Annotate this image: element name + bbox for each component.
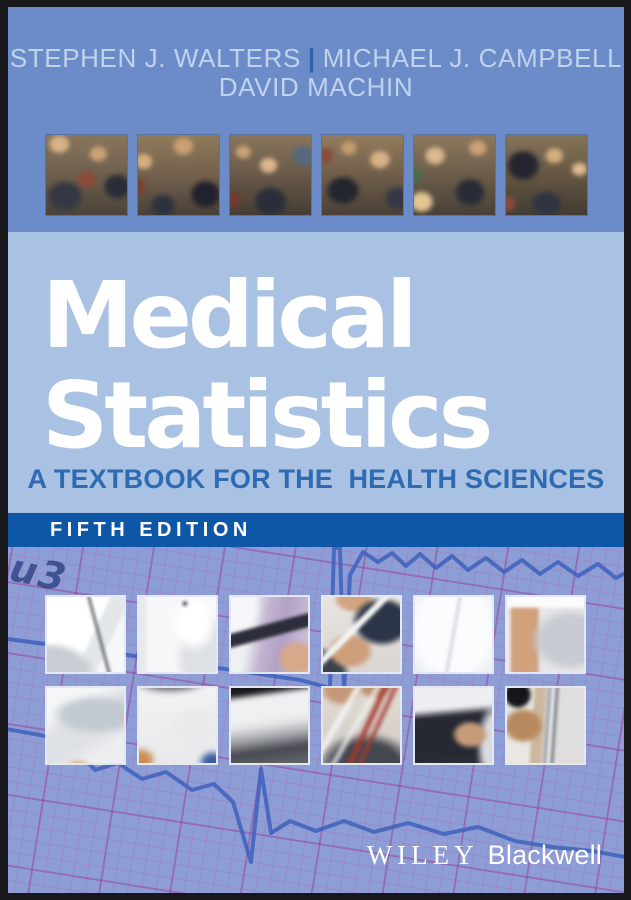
- photo-crowd-1: [45, 134, 128, 216]
- photo-clinic-r2c6: [505, 686, 586, 765]
- photo-clinic-r2c4: [321, 686, 402, 765]
- photo-clinic-r2c2-image: [139, 688, 216, 763]
- photo-crowd-3: [229, 134, 312, 216]
- photo-clinic-r1c5-image: [415, 597, 492, 672]
- photo-crowd-6-image: [506, 135, 587, 215]
- book-title-line-2: Statistics: [42, 362, 493, 469]
- photo-clinic-r2c6-image: [507, 688, 584, 763]
- authors-line-2: DAVID MACHIN: [218, 72, 414, 102]
- photo-crowd-4: [321, 134, 404, 216]
- photo-clinic-r1c2-image: [139, 597, 216, 672]
- photo-clinic-r1c2: [137, 595, 218, 674]
- photo-clinic-r2c5: [413, 686, 494, 765]
- photo-crowd-5-image: [414, 135, 495, 215]
- edition-label: FIFTH EDITION: [50, 519, 252, 541]
- photo-clinic-r1c1-image: [47, 597, 124, 672]
- photo-crowd-4-image: [322, 135, 403, 215]
- author-walters: STEPHEN J. WALTERS: [9, 43, 301, 73]
- publisher-wiley-wordmark: WILEY: [366, 840, 479, 870]
- photo-clinic-r1c6-image: [507, 597, 584, 672]
- book-subtitle: A TEXTBOOK FOR THE HEALTH SCIENCES: [27, 464, 605, 494]
- publisher-blackwell-wordmark: Blackwell: [487, 840, 602, 870]
- photo-crowd-2: [137, 134, 220, 216]
- photo-clinic-r1c4-image: [323, 597, 400, 672]
- author-campbell: MICHAEL J. CAMPBELL: [322, 43, 623, 73]
- title-panel: Medical Statistics A TEXTBOOK FOR THE HE…: [8, 232, 624, 513]
- photo-crowd-6: [505, 134, 588, 216]
- photo-clinic-r1c6: [505, 595, 586, 674]
- photo-clinic-r1c4: [321, 595, 402, 674]
- photo-clinic-r2c2: [137, 686, 218, 765]
- photo-crowd-3-image: [230, 135, 311, 215]
- photo-clinic-r2c3: [229, 686, 310, 765]
- photo-clinic-r1c3: [229, 595, 310, 674]
- authors-block: STEPHEN J. WALTERS | MICHAEL J. CAMPBELL D…: [8, 44, 624, 102]
- authors-line-1: STEPHEN J. WALTERS | MICHAEL J. CAMPBELL: [8, 44, 624, 73]
- photo-clinic-r2c1-image: [47, 688, 124, 763]
- publisher-logo: WILEY Blackwell: [367, 840, 602, 871]
- photo-clinic-r1c1: [45, 595, 126, 674]
- photo-clinic-r2c3-image: [231, 688, 308, 763]
- photo-crowd-2-image: [138, 135, 219, 215]
- photo-clinic-r1c5: [413, 595, 494, 674]
- book-title: Medical Statistics: [42, 262, 493, 469]
- edition-band: FIFTH EDITION: [8, 513, 624, 547]
- photo-clinic-r2c4-image: [323, 688, 400, 763]
- author-divider: |: [307, 43, 316, 73]
- photo-clinic-r1c3-image: [231, 597, 308, 672]
- photo-clinic-r2c1: [45, 686, 126, 765]
- book-title-line-1: Medical: [42, 262, 418, 369]
- photo-crowd-1-image: [46, 135, 127, 215]
- photo-crowd-5: [413, 134, 496, 216]
- photo-clinic-r2c5-image: [415, 688, 492, 763]
